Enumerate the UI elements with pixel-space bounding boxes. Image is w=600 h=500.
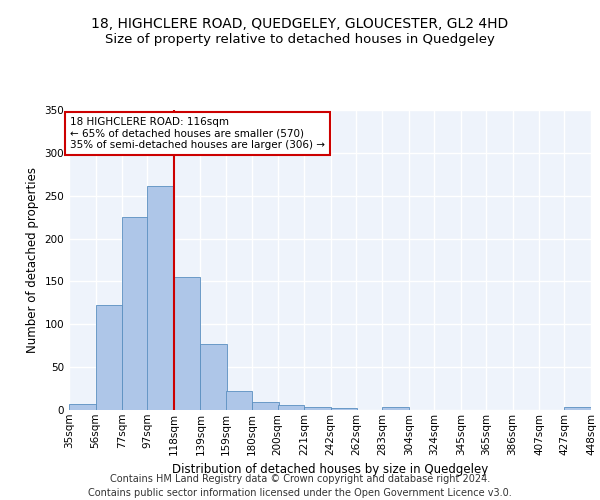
Bar: [304, 406, 331, 410]
X-axis label: Distribution of detached houses by size in Quedgeley: Distribution of detached houses by size …: [172, 463, 488, 476]
Bar: [382, 408, 409, 410]
Text: Size of property relative to detached houses in Quedgeley: Size of property relative to detached ho…: [105, 32, 495, 46]
Text: 18, HIGHCLERE ROAD, QUEDGELEY, GLOUCESTER, GL2 4HD: 18, HIGHCLERE ROAD, QUEDGELEY, GLOUCESTE…: [91, 18, 509, 32]
Bar: [122, 217, 149, 410]
Bar: [252, 402, 279, 410]
Bar: [278, 405, 304, 410]
Y-axis label: Number of detached properties: Number of detached properties: [26, 167, 39, 353]
Text: Contains HM Land Registry data © Crown copyright and database right 2024.
Contai: Contains HM Land Registry data © Crown c…: [88, 474, 512, 498]
Bar: [174, 277, 200, 410]
Bar: [565, 408, 591, 410]
Bar: [226, 391, 252, 410]
Bar: [95, 304, 122, 410]
Bar: [331, 408, 357, 410]
Text: 18 HIGHCLERE ROAD: 116sqm
← 65% of detached houses are smaller (570)
35% of semi: 18 HIGHCLERE ROAD: 116sqm ← 65% of detac…: [70, 117, 325, 150]
Bar: [148, 186, 174, 410]
Bar: [200, 344, 227, 410]
Bar: [69, 404, 95, 410]
